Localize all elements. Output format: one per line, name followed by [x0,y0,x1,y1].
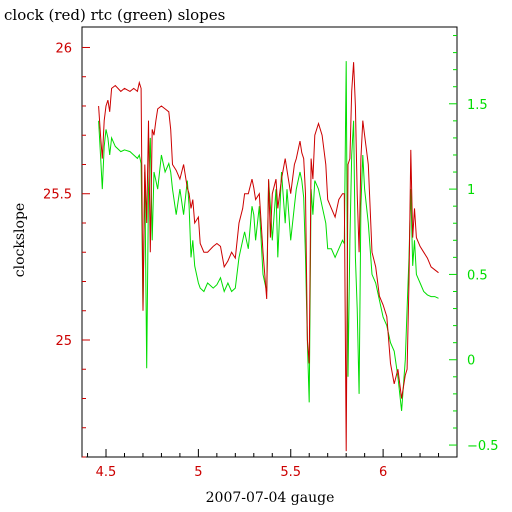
y-left-tick-label: 25 [55,334,72,349]
y-axis-label: clockslope [12,203,28,277]
x-tick-label: 4.5 [96,465,117,480]
x-tick-label: 5.5 [280,465,301,480]
y-axis-left: 25 25.5 26 [43,41,90,458]
y-right-tick-label: 0.5 [467,268,488,283]
y-right-tick-label: 1 [467,183,475,198]
y-right-tick-label: −0.5 [467,439,499,454]
y-axis-right: −0.5 0 0.5 1 1.5 [449,35,499,454]
chart-title: clock (red) rtc (green) slopes [4,6,225,24]
x-tick-label: 6 [379,465,387,480]
y-right-tick-label: 0 [467,354,475,369]
y-left-tick-label: 26 [55,41,72,56]
x-tick-label: 5 [194,465,202,480]
y-right-tick-label: 1.5 [467,98,488,113]
series-line-clock [98,62,439,452]
x-axis: 4.5 5 5.5 6 [87,449,458,480]
plot-frame [81,26,458,458]
x-axis-label: 2007-07-04 gauge [206,490,335,506]
y-left-tick-label: 25.5 [43,188,72,203]
plot-area [98,61,439,452]
